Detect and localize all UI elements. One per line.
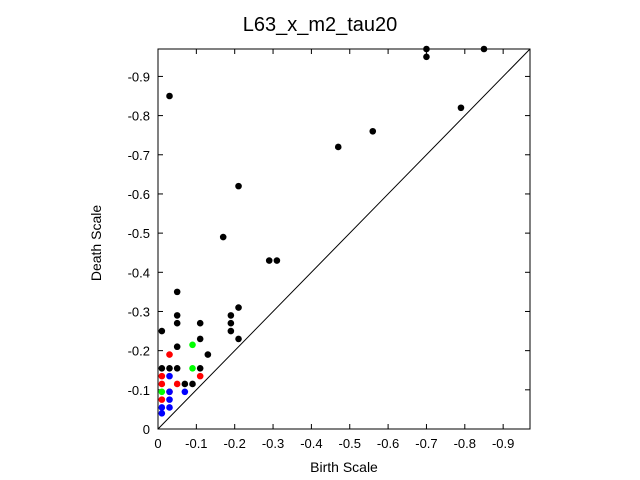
data-point — [173, 343, 181, 351]
y-tick-label: -0.1 — [128, 383, 150, 398]
x-tick-label: -0.6 — [377, 436, 399, 451]
data-point — [189, 341, 196, 349]
data-point — [158, 372, 166, 380]
x-tick-label: -0.9 — [492, 436, 514, 451]
chart-title: L63_x_m2_tau20 — [242, 14, 398, 36]
y-tick-label: -0.9 — [128, 69, 150, 84]
data-point — [196, 364, 204, 372]
data-point — [235, 304, 242, 311]
data-point — [158, 364, 166, 372]
x-tick-label: -0.8 — [454, 436, 476, 451]
data-point — [334, 143, 342, 151]
data-point — [166, 372, 173, 380]
data-point — [166, 92, 173, 100]
data-point — [235, 182, 242, 190]
data-point — [158, 404, 166, 411]
data-point — [196, 372, 204, 380]
data-point — [196, 319, 204, 327]
data-point — [166, 404, 173, 411]
y-tick-label: -0.6 — [128, 187, 150, 202]
y-tick-label: 0 — [143, 422, 150, 437]
y-tick-label: -0.5 — [128, 226, 150, 241]
data-point — [181, 388, 189, 396]
data-point — [423, 53, 430, 61]
data-point — [166, 396, 173, 403]
data-point — [189, 364, 196, 372]
data-point — [173, 288, 181, 296]
data-points — [158, 45, 488, 417]
x-axis-label: Birth Scale — [310, 459, 378, 475]
data-point — [158, 380, 166, 388]
data-point — [457, 104, 465, 112]
data-point — [480, 45, 488, 53]
x-tick-label: -0.3 — [262, 436, 284, 451]
data-point — [204, 351, 212, 358]
data-point — [166, 351, 173, 358]
data-point — [227, 319, 235, 327]
plot-frame — [157, 48, 531, 430]
data-point — [369, 127, 377, 135]
x-tick-label: -0.2 — [223, 436, 245, 451]
x-tick-label: -0.7 — [415, 436, 437, 451]
data-point — [196, 335, 204, 343]
y-tick-label: -0.4 — [128, 265, 150, 280]
y-tick-label: -0.8 — [128, 109, 150, 124]
y-tick-label: -0.7 — [128, 148, 150, 163]
data-point — [227, 312, 235, 319]
data-point — [273, 257, 281, 264]
data-point — [227, 327, 235, 335]
diagonal-line — [157, 48, 531, 430]
data-point — [158, 410, 166, 417]
x-tick-label: -0.1 — [185, 436, 207, 451]
y-axis-label: Death Scale — [88, 204, 104, 282]
x-tick-label: 0 — [154, 436, 161, 451]
data-point — [235, 335, 242, 343]
data-point — [423, 45, 430, 53]
y-tick-label: -0.2 — [128, 344, 150, 359]
data-point — [173, 380, 181, 388]
y-tick-label: -0.3 — [128, 304, 150, 319]
data-point — [173, 319, 181, 327]
axes: 0 -0.1 -0.2 -0.3 -0.4 -0.5 -0.6 -0.7 -0.8 -0.9 0 -0… — [128, 48, 531, 451]
data-point — [189, 380, 196, 388]
data-point — [173, 364, 181, 372]
data-point — [158, 396, 166, 403]
data-point — [181, 380, 189, 388]
x-tick-label: -0.5 — [339, 436, 361, 451]
data-point — [173, 312, 181, 319]
data-point — [166, 388, 173, 396]
data-point — [219, 233, 227, 241]
x-tick-label: -0.4 — [300, 436, 322, 451]
data-point — [158, 327, 166, 335]
data-point — [265, 257, 273, 264]
data-point — [166, 364, 173, 372]
data-point — [158, 388, 166, 396]
